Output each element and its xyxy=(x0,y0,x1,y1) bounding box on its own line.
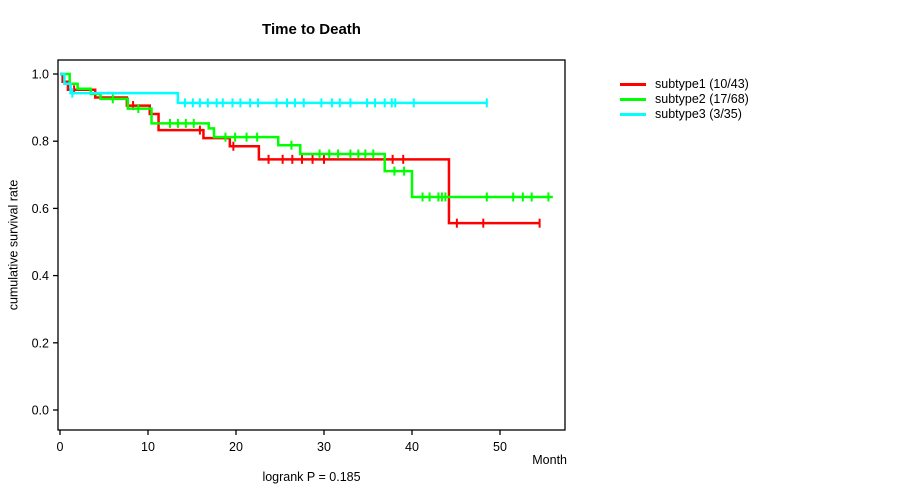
x-axis-title: Month xyxy=(532,453,567,467)
y-tick-label: 1.0 xyxy=(32,68,49,82)
x-tick-label: 50 xyxy=(493,440,507,454)
y-tick-label: 0.0 xyxy=(32,404,49,418)
legend-item-subtype3: subtype3 (3/35) xyxy=(620,107,749,122)
legend-label-subtype2: subtype2 (17/68) xyxy=(655,92,749,106)
chart-title: Time to Death xyxy=(262,21,361,38)
legend-item-subtype1: subtype1 (10/43) xyxy=(620,77,749,92)
survival-curve-subtype2 xyxy=(60,72,553,199)
legend-line-subtype2 xyxy=(620,98,646,101)
plot-border xyxy=(57,59,566,431)
legend-label-subtype3: subtype3 (3/35) xyxy=(655,107,742,121)
x-tick-label: 0 xyxy=(57,440,64,454)
survival-curve-subtype3 xyxy=(60,72,488,105)
logrank-pvalue: logrank P = 0.185 xyxy=(262,470,361,484)
legend: subtype1 (10/43) subtype2 (17/68) subtyp… xyxy=(620,77,749,122)
x-tick-label: 20 xyxy=(229,440,243,454)
y-tick-label: 0.6 xyxy=(32,202,49,216)
x-tick-label: 30 xyxy=(317,440,331,454)
y-tick-label: 0.4 xyxy=(32,269,49,283)
y-tick-label: 0.2 xyxy=(32,336,49,350)
legend-label-subtype1: subtype1 (10/43) xyxy=(655,77,749,91)
legend-line-subtype1 xyxy=(620,83,646,86)
x-tick-label: 10 xyxy=(141,440,155,454)
x-tick-label: 40 xyxy=(405,440,419,454)
legend-line-subtype3 xyxy=(620,113,646,116)
survival-curve-subtype1 xyxy=(60,72,540,225)
y-tick-label: 0.8 xyxy=(32,135,49,149)
legend-item-subtype2: subtype2 (17/68) xyxy=(620,92,749,107)
